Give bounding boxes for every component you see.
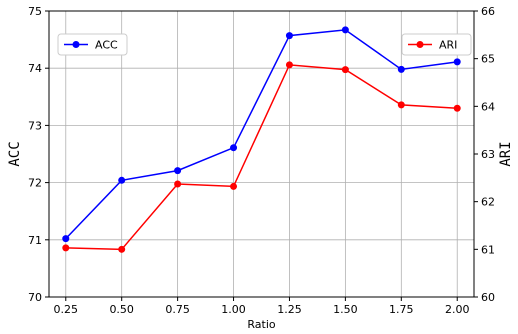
series-ari-point — [397, 101, 405, 109]
y-axis-right: 60 61 62 63 64 65 66 — [474, 5, 495, 304]
series-acc-point — [285, 32, 293, 40]
y-axis-left-label: ACC — [7, 141, 23, 166]
x-tick-label: 0.25 — [54, 303, 79, 316]
series-ari-line — [65, 64, 458, 251]
x-tick-label: 1.75 — [389, 303, 414, 316]
series-ari-point — [285, 61, 293, 69]
y-right-tick-label: 66 — [481, 5, 495, 18]
series-acc-point — [62, 235, 70, 243]
series-acc-point — [118, 176, 126, 184]
y-axis-right-label: ARI — [498, 141, 514, 166]
y-left-tick-label: 74 — [28, 62, 42, 75]
y-left-tick-label: 71 — [28, 234, 42, 247]
y-right-tick-label: 62 — [481, 196, 495, 209]
series-ari-point — [118, 245, 126, 253]
y-right-tick-label: 61 — [481, 243, 495, 256]
series-ari-point — [453, 104, 461, 112]
y-right-tick-label: 65 — [481, 53, 495, 66]
legend-ari-box — [401, 33, 472, 56]
legend-acc: ACC — [57, 33, 128, 56]
series-acc-line — [65, 29, 458, 240]
x-tick-label: 1.50 — [333, 303, 358, 316]
series-ari-point — [230, 182, 238, 190]
series-acc-point — [397, 65, 405, 73]
series-acc-point — [453, 58, 461, 66]
series-layer — [62, 26, 461, 253]
y-left-tick-label: 70 — [28, 291, 42, 304]
y-right-tick-label: 60 — [481, 291, 495, 304]
y-right-tick-label: 64 — [481, 100, 495, 113]
y-left-tick-label: 75 — [28, 5, 42, 18]
x-tick-label: 1.00 — [221, 303, 246, 316]
x-tick-label: 0.75 — [165, 303, 190, 316]
legend-acc-box — [57, 33, 128, 56]
legend-ari-marker — [416, 41, 424, 48]
y-right-tick-label: 63 — [481, 148, 495, 161]
x-tick-label: 0.50 — [109, 303, 134, 316]
legend-ari: ARI — [401, 33, 472, 56]
y-left-tick-label: 72 — [28, 177, 42, 190]
series-ari-point — [62, 244, 70, 252]
y-left-tick-label: 73 — [28, 119, 42, 132]
legend-acc-marker — [72, 41, 80, 48]
x-tick-label: 1.25 — [277, 303, 302, 316]
legend-ari-label: ARI — [439, 39, 457, 52]
series-ari-point — [174, 180, 182, 188]
series-acc-point — [230, 144, 238, 152]
series-ari-point — [341, 66, 349, 74]
legend-acc-label: ACC — [95, 39, 118, 52]
x-axis: 0.25 0.50 0.75 1.00 1.25 1.50 1.75 2.00 — [54, 297, 470, 316]
y-axis-left: 70 71 72 73 74 75 — [28, 5, 49, 304]
x-tick-label: 2.00 — [445, 303, 470, 316]
x-axis-label: Ratio — [247, 318, 276, 331]
series-acc-point — [174, 167, 182, 175]
series-acc-point — [341, 26, 349, 34]
